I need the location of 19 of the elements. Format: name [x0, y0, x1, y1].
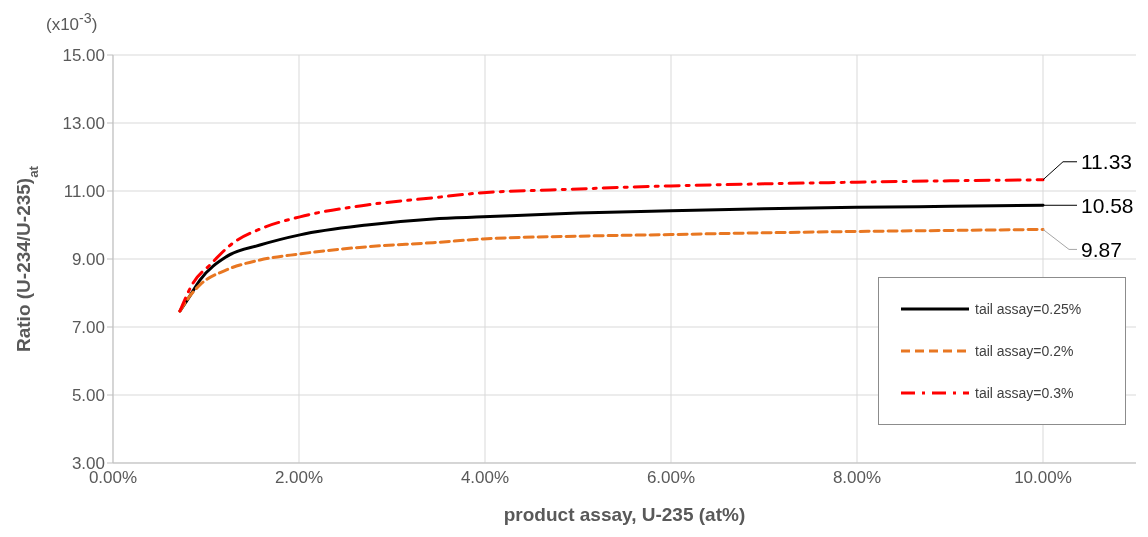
x-tick-label: 8.00%: [832, 468, 882, 488]
y-tick-label: 13.00: [62, 114, 105, 134]
y-tick-label: 7.00: [71, 318, 105, 338]
y-tick-label: 9.00: [71, 250, 105, 270]
x-tick-label: 2.00%: [274, 468, 324, 488]
data-label: 11.33: [1081, 150, 1132, 174]
legend-label: tail assay=0.25%: [975, 301, 1082, 317]
legend-label: tail assay=0.3%: [975, 385, 1074, 401]
y-tick-label: 11.00: [63, 182, 105, 202]
data-label: 9.87: [1081, 237, 1122, 261]
text: (x10$^{-3}$): [46, 10, 98, 35]
x-tick-label: 4.00%: [460, 468, 510, 488]
x-axis-title: product assay, U-235 (at%): [503, 504, 746, 525]
y-tick-label: 5.00: [71, 386, 105, 406]
x-tick-label: 10.00%: [1014, 468, 1072, 488]
x-tick-label: 6.00%: [646, 468, 696, 488]
data-label: 10.58: [1081, 193, 1134, 217]
y-tick-label: 15.00: [62, 46, 105, 66]
legend-label: tail assay=0.2%: [975, 343, 1074, 359]
